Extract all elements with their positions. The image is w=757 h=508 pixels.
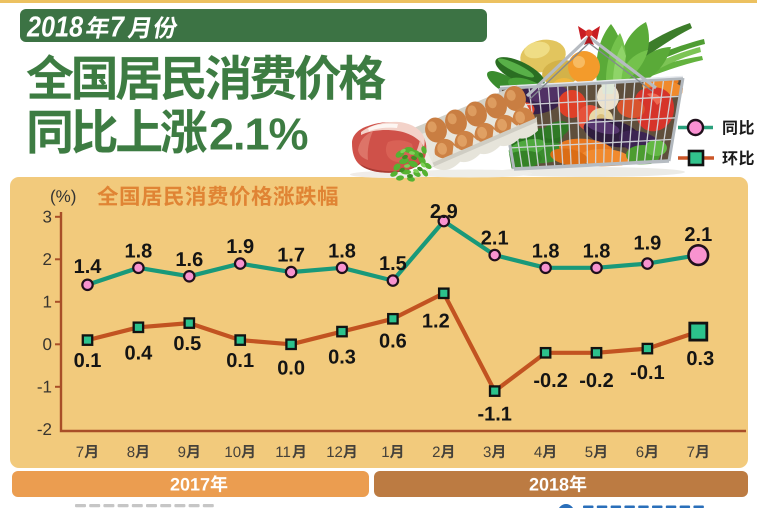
svg-text:1.4: 1.4 <box>74 256 103 278</box>
svg-text:-0.2: -0.2 <box>579 370 613 392</box>
svg-text:9: 9 <box>178 444 186 461</box>
svg-text:-0.2: -0.2 <box>533 370 567 392</box>
svg-text:1.8: 1.8 <box>583 240 611 262</box>
svg-text:11: 11 <box>275 444 291 461</box>
svg-text:7: 7 <box>76 444 84 461</box>
svg-text:-2: -2 <box>37 420 52 439</box>
svg-text:1.8: 1.8 <box>328 240 356 262</box>
svg-text:2.1: 2.1 <box>481 228 509 250</box>
svg-text:0.3: 0.3 <box>686 348 714 370</box>
svg-text:6: 6 <box>636 444 644 461</box>
svg-text:7: 7 <box>687 444 695 461</box>
svg-text:1.9: 1.9 <box>226 236 254 258</box>
svg-text:2017: 2017 <box>170 475 210 495</box>
svg-text:1.6: 1.6 <box>175 249 203 271</box>
svg-text:1.7: 1.7 <box>277 245 305 267</box>
svg-text:1.8: 1.8 <box>124 240 152 262</box>
svg-text:1: 1 <box>381 444 389 461</box>
svg-text:0.1: 0.1 <box>226 350 254 372</box>
svg-text:-1: -1 <box>37 377 52 396</box>
svg-text:(%): (%) <box>50 187 76 206</box>
svg-text:2.9: 2.9 <box>430 201 458 223</box>
svg-text:10: 10 <box>224 444 241 461</box>
svg-text:-1.1: -1.1 <box>477 404 511 426</box>
svg-text:0.5: 0.5 <box>173 333 201 355</box>
svg-text:-0.1: -0.1 <box>630 362 664 384</box>
svg-text:0.6: 0.6 <box>379 330 407 352</box>
svg-text:2.1: 2.1 <box>684 224 712 246</box>
svg-text:2.1%: 2.1% <box>209 108 308 159</box>
svg-text:2: 2 <box>43 250 52 269</box>
svg-text:0: 0 <box>43 335 52 354</box>
svg-text:0.4: 0.4 <box>124 342 153 364</box>
svg-text:1: 1 <box>43 292 52 311</box>
svg-text:1.9: 1.9 <box>633 233 661 255</box>
svg-text:2018: 2018 <box>529 475 569 495</box>
svg-text:8: 8 <box>127 444 135 461</box>
svg-text:1.2: 1.2 <box>422 310 450 332</box>
svg-text:1.5: 1.5 <box>379 253 407 275</box>
svg-text:3: 3 <box>483 444 491 461</box>
svg-text:1.8: 1.8 <box>532 240 560 262</box>
svg-text:0.0: 0.0 <box>277 357 305 379</box>
svg-text:5: 5 <box>585 444 593 461</box>
svg-text:12: 12 <box>326 444 343 461</box>
svg-text:0.1: 0.1 <box>74 350 102 372</box>
svg-text:0.3: 0.3 <box>328 347 356 369</box>
svg-text:3: 3 <box>43 207 52 226</box>
svg-text:4: 4 <box>534 444 542 461</box>
svg-text:2: 2 <box>432 444 440 461</box>
